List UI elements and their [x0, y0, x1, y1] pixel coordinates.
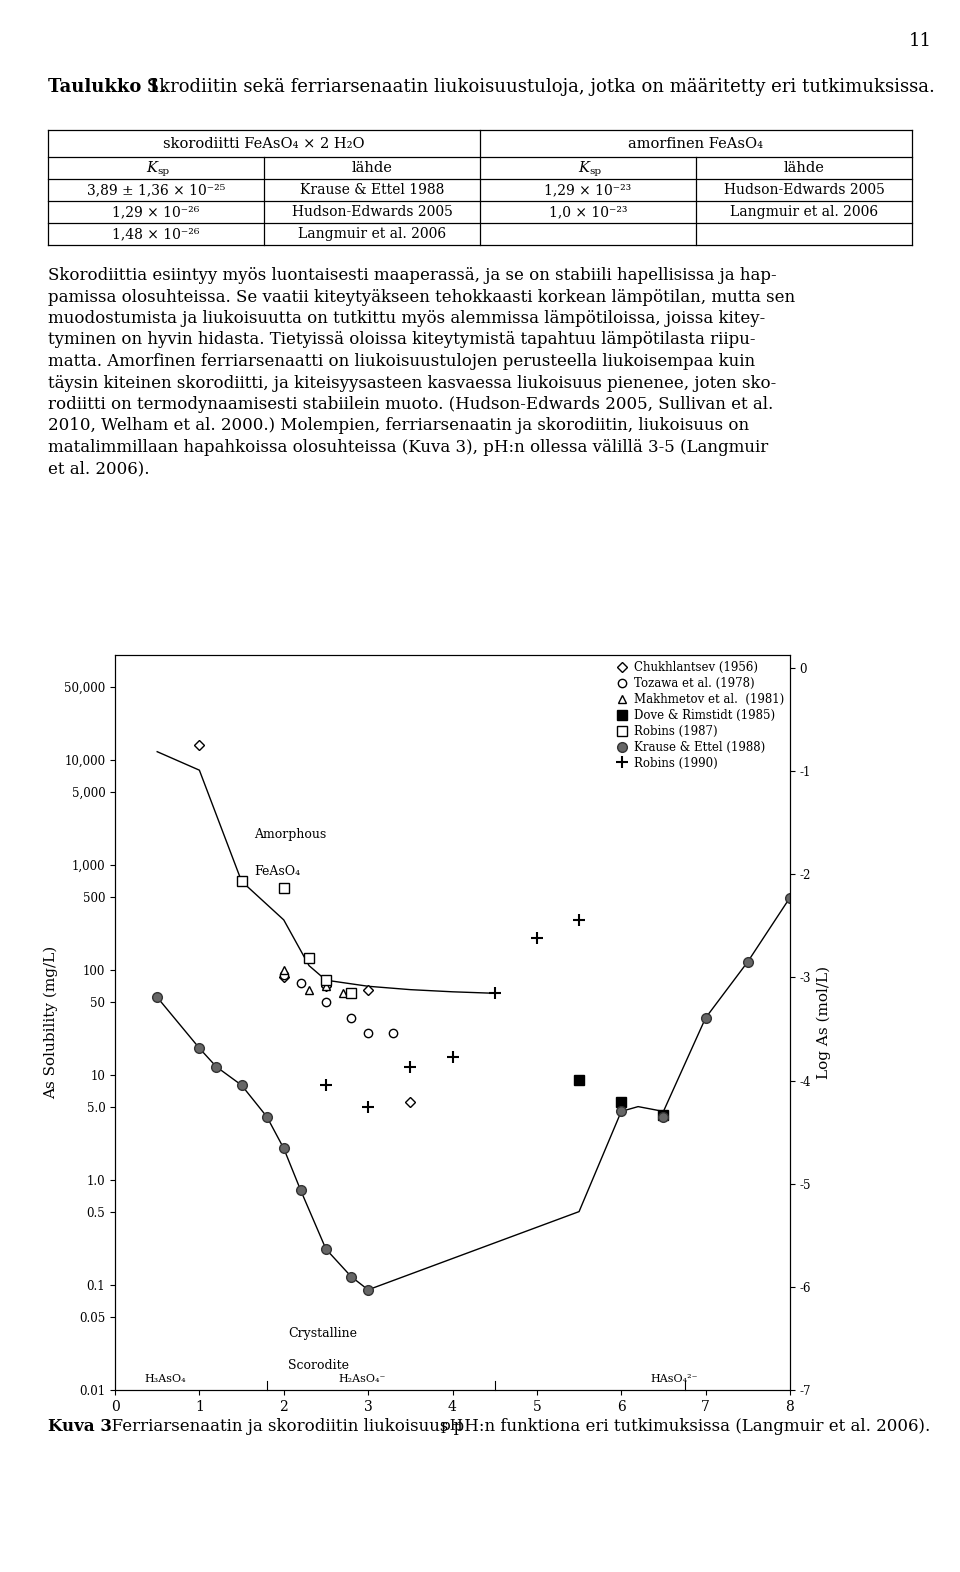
Robins (1990) [489, 984, 500, 1003]
Line: Krause & Ettel (1988): Krause & Ettel (1988) [153, 893, 795, 1295]
Text: Scorodite: Scorodite [288, 1358, 349, 1371]
Text: 1,48 × 10⁻²⁶: 1,48 × 10⁻²⁶ [112, 226, 200, 241]
Robins (1990) [321, 1075, 332, 1094]
Krause & Ettel (1988) [295, 1181, 306, 1199]
Line: Tozawa et al. (1978): Tozawa et al. (1978) [279, 970, 397, 1038]
Text: 1,0 × 10⁻²³: 1,0 × 10⁻²³ [549, 204, 627, 219]
Krause & Ettel (1988) [784, 888, 796, 907]
Line: Dove & Rimstidt (1985): Dove & Rimstidt (1985) [574, 1075, 668, 1119]
Robins (1987) [321, 971, 332, 990]
Krause & Ettel (1988) [700, 1009, 711, 1028]
Krause & Ettel (1988) [236, 1075, 248, 1094]
Chukhlantsev (1956) [321, 976, 332, 995]
Text: rodiitti on termodynaamisesti stabiilein muoto. (Hudson-Edwards 2005, Sullivan e: rodiitti on termodynaamisesti stabiilein… [48, 396, 773, 413]
Krause & Ettel (1988) [261, 1107, 273, 1126]
Text: Amorphous: Amorphous [254, 828, 326, 841]
Text: H₃AsO₄: H₃AsO₄ [145, 1374, 186, 1383]
Krause & Ettel (1988) [278, 1140, 290, 1159]
Chukhlantsev (1956) [404, 1093, 416, 1111]
Text: lähde: lähde [351, 160, 393, 174]
Tozawa et al. (1978) [278, 965, 290, 984]
Text: täysin kiteinen skorodiitti, ja kiteisyysasteen kasvaessa liukoisuus pienenee, j: täysin kiteinen skorodiitti, ja kiteisyy… [48, 374, 777, 391]
Text: sp: sp [156, 167, 169, 176]
Robins (1987) [303, 948, 315, 967]
Y-axis label: Log As (mol/L): Log As (mol/L) [817, 965, 831, 1078]
Text: . Ferriarsenaatin ja skorodiitin liukoisuus pH:n funktiona eri tutkimuksissa (La: . Ferriarsenaatin ja skorodiitin liukois… [101, 1418, 930, 1435]
Legend: Chukhlantsev (1956), Tozawa et al. (1978), Makhmetov et al.  (1981), Dove & Rims: Chukhlantsev (1956), Tozawa et al. (1978… [615, 660, 784, 770]
Robins (1990) [531, 929, 542, 948]
Chukhlantsev (1956) [278, 968, 290, 987]
Text: HAsO₄²⁻: HAsO₄²⁻ [651, 1374, 698, 1383]
Line: Makhmetov et al.  (1981): Makhmetov et al. (1981) [279, 965, 347, 998]
Robins (1987) [346, 984, 357, 1003]
Krause & Ettel (1988) [615, 1102, 627, 1121]
Text: 2010, Welham et al. 2000.) Molempien, ferriarsenaatin ja skorodiitin, liukoisuus: 2010, Welham et al. 2000.) Molempien, fe… [48, 418, 749, 434]
Text: Taulukko 1.: Taulukko 1. [48, 79, 166, 96]
Krause & Ettel (1988) [362, 1280, 373, 1298]
Line: Chukhlantsev (1956): Chukhlantsev (1956) [196, 740, 414, 1107]
Robins (1990) [362, 1097, 373, 1116]
Line: Robins (1990): Robins (1990) [321, 915, 585, 1111]
Text: Skrodiitin sekä ferriarsenaatin liukoisuustuloja, jotka on määritetty eri tutkim: Skrodiitin sekä ferriarsenaatin liukoisu… [141, 79, 935, 96]
Text: Langmuir et al. 2006: Langmuir et al. 2006 [298, 226, 446, 241]
Text: et al. 2006).: et al. 2006). [48, 461, 150, 478]
Text: FeAsO₄: FeAsO₄ [254, 865, 300, 879]
Text: K: K [579, 160, 589, 174]
Krause & Ettel (1988) [658, 1107, 669, 1126]
Robins (1990) [573, 910, 585, 929]
Text: 1,29 × 10⁻²⁶: 1,29 × 10⁻²⁶ [112, 204, 200, 219]
Makhmetov et al.  (1981) [321, 976, 332, 995]
Krause & Ettel (1988) [210, 1058, 222, 1077]
Line: Robins (1987): Robins (1987) [237, 877, 356, 998]
X-axis label: pH: pH [441, 1420, 464, 1434]
Dove & Rimstidt (1985) [615, 1093, 627, 1111]
Makhmetov et al.  (1981) [337, 984, 348, 1003]
Text: Kuva 3: Kuva 3 [48, 1418, 112, 1435]
Robins (1990) [404, 1058, 416, 1077]
Text: Krause & Ettel 1988: Krause & Ettel 1988 [300, 182, 444, 196]
Text: 11: 11 [908, 31, 931, 50]
Text: skorodiitti FeAsO₄ × 2 H₂O: skorodiitti FeAsO₄ × 2 H₂O [163, 137, 365, 151]
Robins (1987) [236, 872, 248, 891]
Text: K: K [147, 160, 157, 174]
Text: Hudson-Edwards 2005: Hudson-Edwards 2005 [724, 182, 884, 196]
Dove & Rimstidt (1985) [573, 1071, 585, 1089]
Text: Hudson-Edwards 2005: Hudson-Edwards 2005 [292, 204, 452, 219]
Text: Crystalline: Crystalline [288, 1327, 357, 1339]
Text: muodostumista ja liukoisuutta on tutkittu myös alemmissa lämpötiloissa, joissa k: muodostumista ja liukoisuutta on tutkitt… [48, 310, 765, 327]
Y-axis label: As Solubility (mg/L): As Solubility (mg/L) [44, 946, 59, 1099]
Text: H₂AsO₄⁻: H₂AsO₄⁻ [339, 1374, 386, 1383]
Tozawa et al. (1978) [346, 1009, 357, 1028]
Makhmetov et al.  (1981) [278, 960, 290, 979]
Text: Skorodiittia esiintyy myös luontaisesti maaperassä, ja se on stabiili hapellisis: Skorodiittia esiintyy myös luontaisesti … [48, 267, 777, 285]
Text: 3,89 ± 1,36 × 10⁻²⁵: 3,89 ± 1,36 × 10⁻²⁵ [86, 182, 226, 196]
Tozawa et al. (1978) [362, 1023, 373, 1042]
Text: matta. Amorfinen ferriarsenaatti on liukoisuustulojen perusteella liukoisempaa k: matta. Amorfinen ferriarsenaatti on liuk… [48, 354, 756, 369]
Text: pamissa olosuhteissa. Se vaatii kiteytyäkseen tehokkaasti korkean lämpötilan, mu: pamissa olosuhteissa. Se vaatii kiteytyä… [48, 289, 795, 305]
Chukhlantsev (1956) [194, 736, 205, 755]
Krause & Ettel (1988) [194, 1039, 205, 1058]
Text: sp: sp [588, 167, 601, 176]
Robins (1987) [278, 879, 290, 898]
Krause & Ettel (1988) [152, 987, 163, 1006]
Tozawa et al. (1978) [295, 973, 306, 992]
Krause & Ettel (1988) [742, 953, 754, 971]
Dove & Rimstidt (1985) [658, 1105, 669, 1124]
Text: lähde: lähde [783, 160, 825, 174]
Tozawa et al. (1978) [388, 1023, 399, 1042]
Makhmetov et al.  (1981) [303, 981, 315, 1000]
Krause & Ettel (1988) [346, 1267, 357, 1286]
Krause & Ettel (1988) [321, 1240, 332, 1259]
Text: matalimmillaan hapahkoissa olosuhteissa (Kuva 3), pH:n ollessa välillä 3-5 (Lang: matalimmillaan hapahkoissa olosuhteissa … [48, 439, 768, 456]
Text: amorfinen FeAsO₄: amorfinen FeAsO₄ [629, 137, 763, 151]
Text: Langmuir et al. 2006: Langmuir et al. 2006 [730, 204, 878, 219]
Text: tyminen on hyvin hidasta. Tietyissä oloissa kiteytymistä tapahtuu lämpötilasta r: tyminen on hyvin hidasta. Tietyissä oloi… [48, 332, 756, 349]
Chukhlantsev (1956) [362, 981, 373, 1000]
Robins (1990) [446, 1047, 458, 1066]
Text: 1,29 × 10⁻²³: 1,29 × 10⁻²³ [544, 182, 632, 196]
Tozawa et al. (1978) [321, 992, 332, 1011]
